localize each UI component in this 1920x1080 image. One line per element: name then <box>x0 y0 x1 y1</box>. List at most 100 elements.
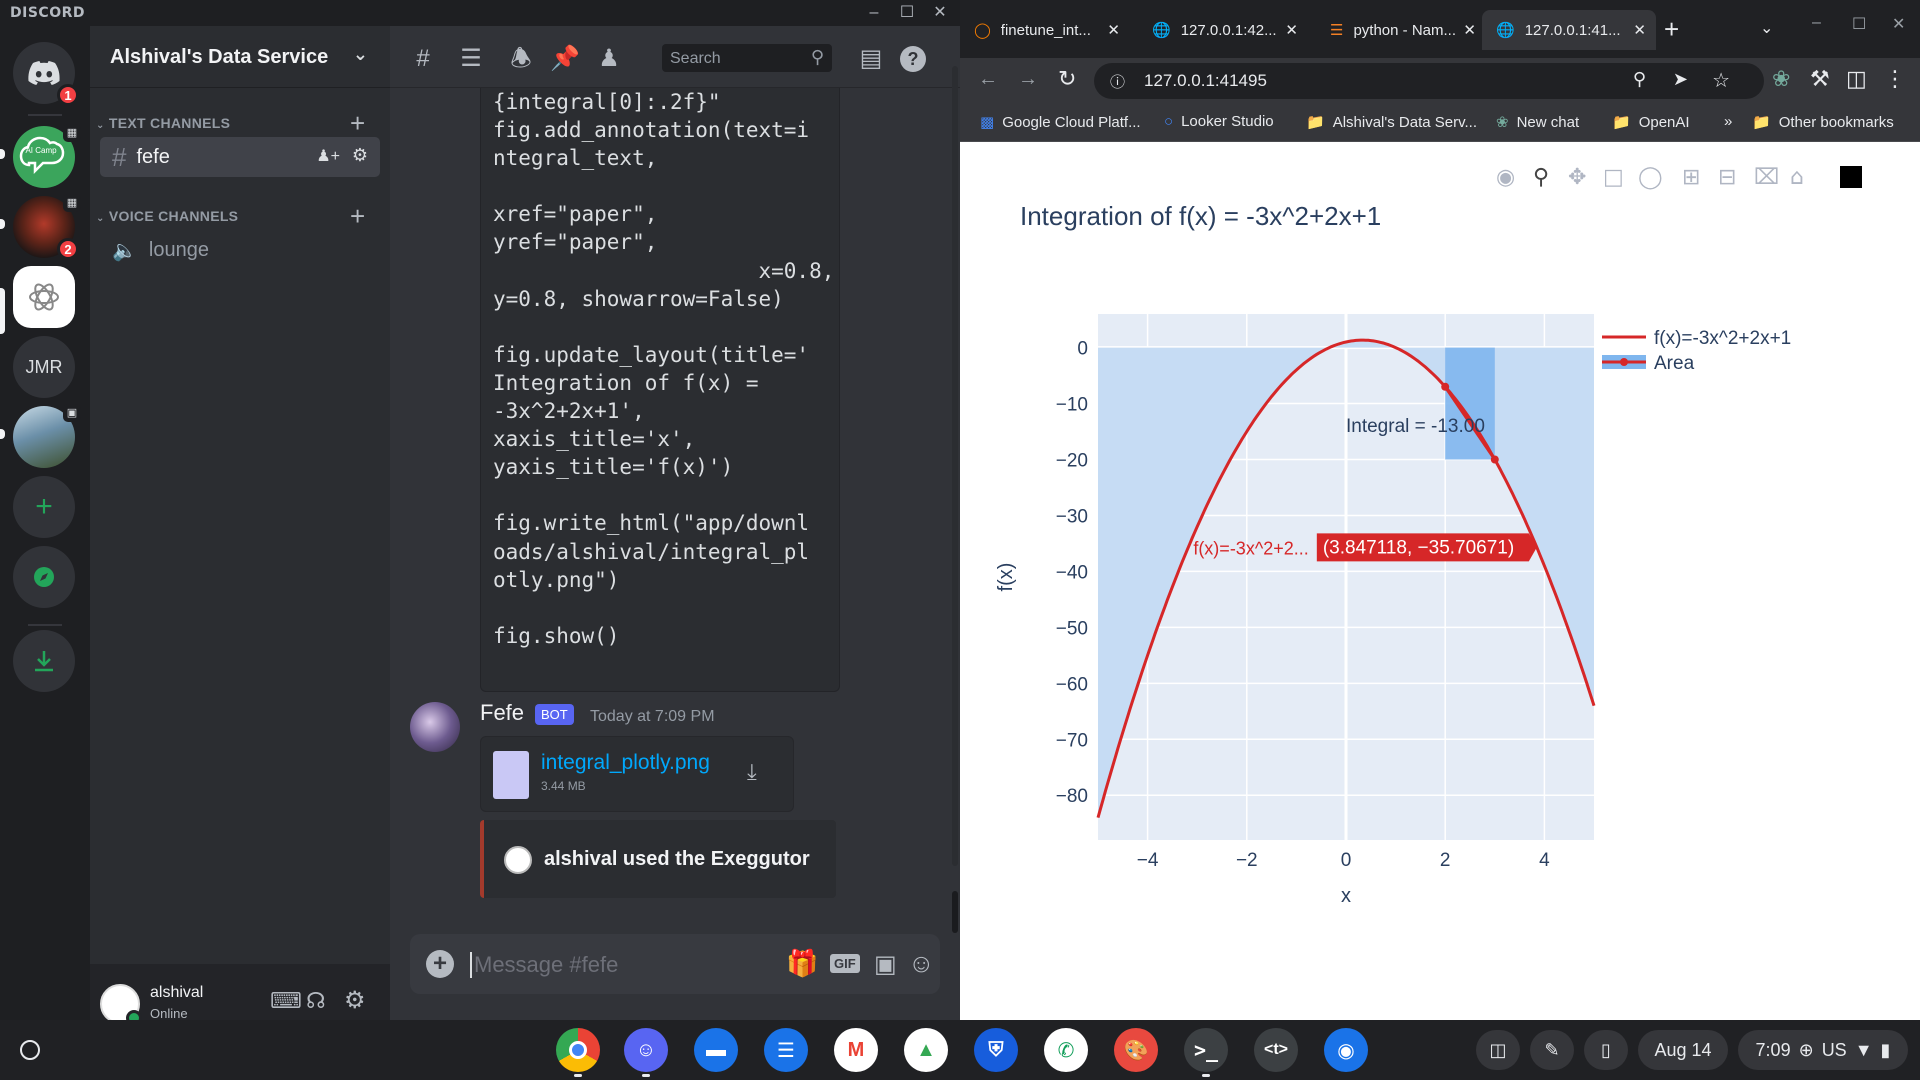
threads-icon[interactable]: ☰ <box>460 45 482 72</box>
new-tab-plus-icon[interactable]: + <box>1664 14 1680 44</box>
bitwarden-app-icon[interactable]: ⛨ <box>974 1028 1018 1072</box>
zoom-in-icon[interactable]: ⊞ <box>1682 165 1700 190</box>
maximize-button[interactable]: ☐ <box>899 4 915 21</box>
maximize-button[interactable]: ☐ <box>1852 16 1867 33</box>
channel-lounge[interactable]: 🔈 lounge <box>100 230 380 270</box>
server-alshivals-data-service[interactable] <box>13 266 75 328</box>
messages-app-icon[interactable]: ☰ <box>764 1028 808 1072</box>
message-author[interactable]: Fefe <box>480 700 525 725</box>
download-icon[interactable]: ⤓ <box>747 759 757 784</box>
launcher-icon[interactable] <box>20 1040 40 1060</box>
username[interactable]: alshival <box>150 984 204 1001</box>
discord-app-icon[interactable]: ☺ <box>624 1028 668 1072</box>
pin-icon[interactable]: 📌 <box>550 45 580 72</box>
tab-4-active[interactable]: 🌐 127.0.0.1:41... ✕ <box>1482 10 1656 50</box>
extension-chatgpt-icon[interactable]: ❀ <box>1772 66 1791 91</box>
bell-icon[interactable]: 🕭 <box>510 45 532 72</box>
extensions-puzzle-icon[interactable]: ⚒ <box>1810 66 1830 91</box>
bookmark-other[interactable]: 📁 Other bookmarks <box>1752 113 1894 132</box>
address-bar[interactable]: ⓘ 127.0.0.1:41495 ⚲ ➤ ☆ <box>1094 63 1764 99</box>
attach-plus-icon[interactable]: + <box>426 950 454 978</box>
camera-app-icon[interactable]: ◉ <box>1324 1028 1368 1072</box>
reset-axes-home-icon[interactable]: ⌂ <box>1790 165 1804 190</box>
date-tray[interactable]: Aug 14 <box>1638 1030 1728 1070</box>
bookmark-alshival[interactable]: 📁 Alshival's Data Serv... <box>1306 113 1477 132</box>
user-settings-gear-icon[interactable]: ⚙ <box>344 987 366 1014</box>
phone-hub-icon[interactable]: ▯ <box>1584 1030 1628 1070</box>
text-editor-app-icon[interactable]: <t> <box>1254 1028 1298 1072</box>
box-select-icon[interactable]: □ <box>1603 165 1624 190</box>
status-tray[interactable]: 7:09 ⊕ US ▼ ▮ <box>1738 1030 1908 1070</box>
tab-2[interactable]: 🌐 127.0.0.1:42... ✕ <box>1138 10 1308 50</box>
more-menu-icon[interactable]: ⋮ <box>1884 66 1906 91</box>
files-app-icon[interactable]: ▬ <box>694 1028 738 1072</box>
category-voice-channels[interactable]: ⌄ VOICE CHANNELS <box>96 208 238 224</box>
stylus-pen-icon[interactable]: ✎ <box>1530 1030 1574 1070</box>
channel-fefe[interactable]: # fefe ♟+ ⚙ <box>100 137 380 177</box>
zoom-icon[interactable]: ⚲ <box>1533 165 1549 190</box>
reload-icon[interactable]: ↻ <box>1058 66 1077 91</box>
server-aicamp[interactable]: AI Camp ▦ <box>13 124 81 188</box>
invite-icon[interactable]: ♟+ <box>316 148 340 165</box>
bookmark-openai[interactable]: 📁 OpenAI <box>1612 113 1690 132</box>
close-tab-icon[interactable]: ✕ <box>1107 22 1120 39</box>
close-tab-icon[interactable]: ✕ <box>1285 22 1298 39</box>
bot-avatar[interactable] <box>410 702 460 752</box>
series-area[interactable] <box>1441 382 1499 464</box>
create-channel-plus-icon[interactable]: + <box>350 108 366 138</box>
chrome-app-icon[interactable] <box>556 1028 600 1072</box>
gif-button[interactable]: GIF <box>830 954 860 973</box>
gear-icon[interactable]: ⚙ <box>351 145 368 165</box>
avatar[interactable] <box>100 984 142 1026</box>
gift-icon[interactable]: 🎁 <box>786 948 819 978</box>
gmail-app-icon[interactable]: M <box>834 1028 878 1072</box>
minimize-button[interactable]: – <box>1812 14 1821 31</box>
search-input[interactable]: Search ⚲ <box>662 44 832 72</box>
server-jmr[interactable]: JMR <box>13 336 75 398</box>
camera-icon[interactable]: ◉ <box>1496 165 1515 190</box>
terminal-app-icon[interactable]: >_ <box>1184 1028 1228 1072</box>
scrollbar-thumb[interactable] <box>952 891 958 933</box>
share-icon[interactable]: ➤ <box>1672 69 1688 89</box>
lasso-select-icon[interactable]: ◯ <box>1638 165 1663 190</box>
pan-icon[interactable]: ✥ <box>1568 165 1586 190</box>
inbox-icon[interactable]: ▤ <box>859 45 883 72</box>
server-avatar-2[interactable]: ▦ 2 <box>13 194 81 260</box>
autoscale-icon[interactable]: ⌧ <box>1754 165 1779 190</box>
star-bookmark-icon[interactable]: ☆ <box>1712 70 1730 92</box>
site-info-icon[interactable]: ⓘ <box>1110 74 1126 91</box>
members-icon[interactable]: ♟ <box>598 45 620 72</box>
close-button[interactable]: ✕ <box>1892 16 1906 33</box>
sticker-icon[interactable]: ▣ <box>874 951 897 978</box>
create-channel-plus-icon[interactable]: + <box>350 201 366 231</box>
close-button[interactable]: ✕ <box>933 4 947 21</box>
drive-app-icon[interactable]: ▲ <box>904 1028 948 1072</box>
side-panel-icon[interactable]: ◫ <box>1846 66 1867 91</box>
bookmark-google-cloud[interactable]: ▩ Google Cloud Platf... <box>980 113 1141 132</box>
explore-servers-button[interactable] <box>13 546 75 608</box>
mute-mic-icon[interactable]: ⌨ <box>270 988 302 1013</box>
plotly-logo-icon[interactable] <box>1840 166 1862 188</box>
bookmarks-overflow[interactable]: » <box>1724 113 1733 130</box>
emoji-icon[interactable]: ☺ <box>908 948 935 978</box>
close-tab-icon[interactable]: ✕ <box>1633 22 1646 39</box>
add-server-button[interactable]: + <box>13 476 75 538</box>
headphones-icon[interactable]: ☊ <box>306 988 326 1013</box>
category-text-channels[interactable]: ⌄ TEXT CHANNELS <box>96 115 230 131</box>
bookmark-looker-studio[interactable]: ○ Looker Studio <box>1164 113 1274 130</box>
tab-3[interactable]: ☰ python - Nam... ✕ <box>1316 10 1486 50</box>
message-input-box[interactable]: + Message #fefe 🎁 GIF ▣ ☺ <box>410 934 940 994</box>
back-arrow-icon[interactable]: ← <box>978 68 998 90</box>
paint-app-icon[interactable]: 🎨 <box>1114 1028 1158 1072</box>
phone-app-icon[interactable]: ✆ <box>1044 1028 1088 1072</box>
message-input[interactable]: Message #fefe <box>470 952 618 978</box>
server-header[interactable]: Alshival's Data Service ⌄ <box>90 26 390 88</box>
holding-space-icon[interactable]: ◫ <box>1476 1030 1520 1070</box>
bookmark-new-chat[interactable]: ❀ New chat <box>1496 113 1579 132</box>
download-apps-button[interactable] <box>13 630 75 692</box>
server-avatar-5[interactable]: ▣ <box>13 404 81 468</box>
file-name-link[interactable]: integral_plotly.png <box>541 751 710 774</box>
series-line-f[interactable] <box>1096 338 1596 819</box>
minimize-button[interactable]: – <box>869 4 879 21</box>
tab-1[interactable]: ◯ finetune_int... ✕ <box>960 10 1130 50</box>
